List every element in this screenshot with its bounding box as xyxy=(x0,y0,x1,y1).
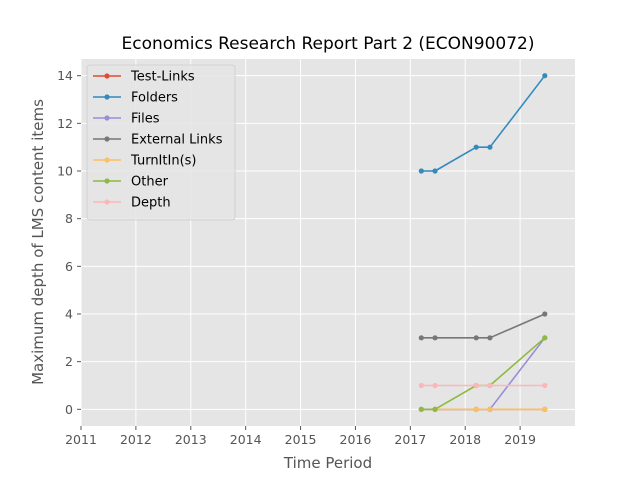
legend-marker xyxy=(104,199,110,205)
data-point-external-links xyxy=(542,311,548,317)
x-tick-label: 2011 xyxy=(65,432,97,447)
legend-item: External Links xyxy=(93,133,223,148)
x-tick-label: 2016 xyxy=(340,432,372,447)
data-point-depth xyxy=(542,382,548,389)
data-point-other xyxy=(418,406,424,412)
x-tick-label: 2017 xyxy=(394,432,426,447)
series-lines xyxy=(418,73,548,412)
legend-label: Test-Links xyxy=(130,70,195,85)
data-point-other xyxy=(432,406,438,412)
y-tick-label: 14 xyxy=(57,68,73,83)
y-tick-label: 2 xyxy=(65,354,73,369)
legend-marker xyxy=(104,94,110,100)
data-point-external-links xyxy=(432,335,438,341)
y-tick-label: 0 xyxy=(65,402,73,417)
y-tick-label: 10 xyxy=(57,164,73,179)
data-point-depth xyxy=(473,382,479,389)
data-point-other xyxy=(542,335,548,341)
legend-box xyxy=(86,64,236,221)
y-axis-label: Maximum depth of LMS content items xyxy=(29,99,47,385)
x-tick-label: 2012 xyxy=(120,432,152,447)
legend-marker xyxy=(104,157,110,163)
legend-marker xyxy=(104,178,110,184)
legend-marker xyxy=(104,136,110,142)
data-point-folders xyxy=(418,168,424,174)
legend-item: Test-Links xyxy=(93,70,195,85)
x-axis-label: Time Period xyxy=(283,454,372,472)
data-point-folders xyxy=(432,168,438,174)
legend-item: TurnItIn(s) xyxy=(93,154,196,169)
x-tick-label: 2014 xyxy=(230,432,262,447)
legend-label: Other xyxy=(131,175,169,190)
legend-label: External Links xyxy=(131,133,223,148)
series-depth xyxy=(418,382,548,389)
x-tick-label: 2013 xyxy=(175,432,207,447)
y-tick-label: 6 xyxy=(65,259,73,274)
data-point-depth xyxy=(432,382,438,389)
data-point-folders xyxy=(542,73,548,79)
legend-marker xyxy=(104,115,110,121)
legend-marker xyxy=(104,73,110,79)
legend-label: Folders xyxy=(131,91,178,106)
data-point-folders xyxy=(487,144,493,150)
data-point-turnitin-s xyxy=(542,406,548,412)
data-point-folders xyxy=(473,144,479,150)
data-point-turnitin-s xyxy=(487,406,493,412)
series-folders xyxy=(418,73,548,174)
series-external-links xyxy=(418,311,548,341)
x-tick-label: 2019 xyxy=(504,432,536,447)
legend-item: Folders xyxy=(93,91,178,106)
chart-title: Economics Research Report Part 2 (ECON90… xyxy=(122,34,535,54)
data-point-depth xyxy=(487,382,493,389)
data-point-depth xyxy=(418,382,424,389)
data-point-external-links xyxy=(418,335,424,341)
y-tick-label: 12 xyxy=(57,116,73,131)
y-axis-ticks: 0 2 4 6 8 10 12 14 xyxy=(57,68,81,417)
legend-label: Depth xyxy=(131,196,171,211)
legend-label: Files xyxy=(131,112,160,127)
data-point-turnitin-s xyxy=(473,406,479,412)
y-tick-label: 8 xyxy=(65,211,73,226)
legend-item: Depth xyxy=(93,196,171,211)
data-point-external-links xyxy=(487,335,493,341)
legend: Test-Links Folders Files External Links Turn… xyxy=(86,64,236,221)
y-tick-label: 4 xyxy=(65,306,73,321)
x-tick-label: 2015 xyxy=(285,432,317,447)
data-point-external-links xyxy=(473,335,479,341)
legend-item: Other xyxy=(93,175,169,190)
legend-label: TurnItIn(s) xyxy=(130,154,196,169)
x-axis-ticks: 2011 2012 2013 2014 2015 2016 2017 2018 2019 xyxy=(65,426,536,447)
legend-item: Files xyxy=(93,112,160,127)
x-tick-label: 2018 xyxy=(449,432,481,447)
